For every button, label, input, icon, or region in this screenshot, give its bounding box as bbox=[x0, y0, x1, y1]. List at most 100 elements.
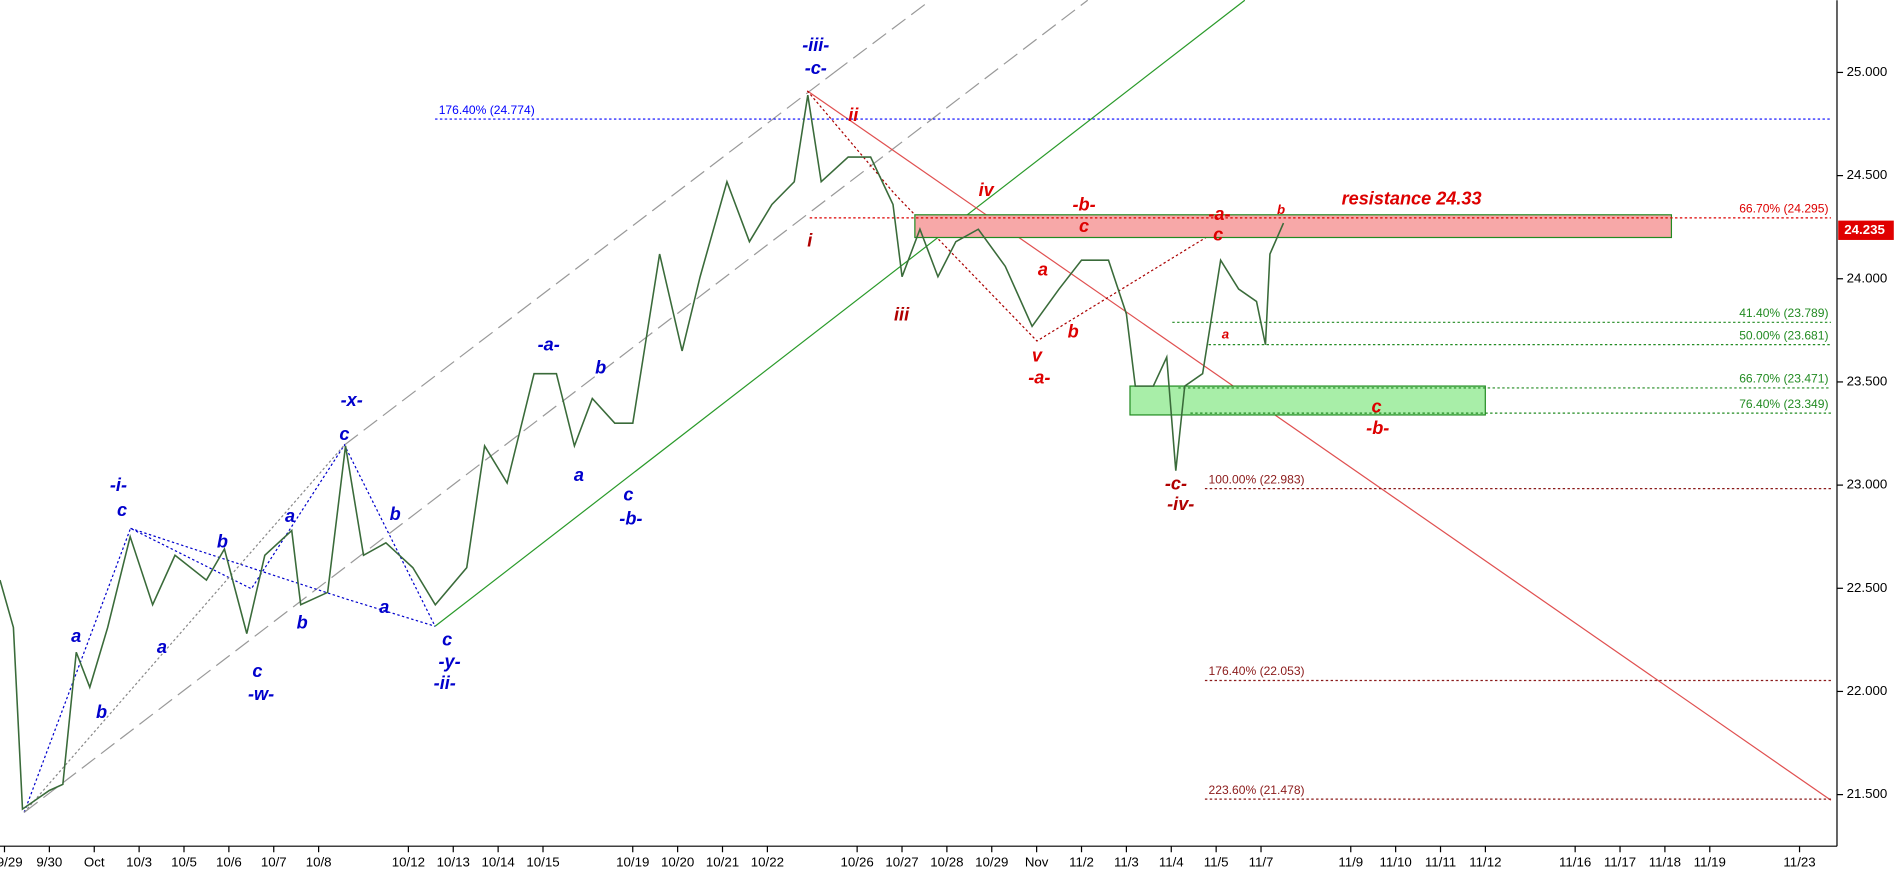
wave-label: b bbox=[390, 504, 401, 524]
wave-label: c bbox=[339, 424, 349, 444]
wave-label: -c- bbox=[805, 58, 827, 78]
y-tick-label: 25.000 bbox=[1847, 64, 1888, 79]
x-tick-label: 11/2 bbox=[1069, 855, 1094, 870]
wave-label: a bbox=[71, 626, 81, 646]
level-label: 223.60% (21.478) bbox=[1209, 783, 1305, 797]
x-tick-label: 11/19 bbox=[1694, 855, 1726, 870]
y-tick-label: 22.500 bbox=[1847, 580, 1888, 595]
x-tick-label: Nov bbox=[1025, 855, 1049, 870]
chart-title: resistance 24.33 bbox=[1342, 188, 1482, 208]
x-tick-label: 11/3 bbox=[1114, 855, 1139, 870]
level-label: 66.70% (23.471) bbox=[1739, 372, 1828, 386]
wave-label: -a- bbox=[1028, 367, 1050, 387]
x-tick-label: 9/29 bbox=[0, 855, 23, 870]
x-tick-label: 11/18 bbox=[1649, 855, 1681, 870]
wave-label: -a- bbox=[1208, 204, 1230, 224]
y-tick-label: 24.500 bbox=[1847, 167, 1888, 182]
x-tick-label: 10/14 bbox=[482, 855, 515, 870]
wave-label: c bbox=[117, 500, 127, 520]
wave-label: a bbox=[1038, 260, 1048, 280]
wave-label: -b- bbox=[619, 509, 642, 529]
x-tick-label: 10/3 bbox=[126, 855, 152, 870]
x-tick-label: 11/23 bbox=[1783, 855, 1815, 870]
y-tick-label: 22.000 bbox=[1847, 683, 1888, 698]
x-tick-label: 11/5 bbox=[1204, 855, 1229, 870]
wave-label: a bbox=[157, 637, 167, 657]
x-tick-label: 10/28 bbox=[930, 855, 963, 870]
x-tick-label: 10/29 bbox=[975, 855, 1008, 870]
wave-label: -ii- bbox=[434, 673, 456, 693]
x-tick-label: 11/17 bbox=[1604, 855, 1636, 870]
wave-label: v bbox=[1032, 346, 1043, 366]
wave-label: -i- bbox=[110, 475, 127, 495]
wave-label: a bbox=[379, 597, 389, 617]
x-tick-label: 10/13 bbox=[437, 855, 470, 870]
x-tick-label: 10/26 bbox=[841, 855, 874, 870]
zone bbox=[914, 214, 1673, 239]
wave-label: -b- bbox=[1366, 418, 1389, 438]
x-tick-label: 11/7 bbox=[1249, 855, 1274, 870]
wave-label: c bbox=[252, 661, 262, 681]
wave-label: -a- bbox=[538, 335, 560, 355]
x-tick-label: 11/9 bbox=[1338, 855, 1363, 870]
level-label: 50.00% (23.681) bbox=[1739, 328, 1828, 342]
last-price-tag bbox=[1838, 220, 1894, 240]
wave-label: -y- bbox=[439, 651, 461, 671]
x-tick-label: 10/27 bbox=[885, 855, 918, 870]
x-tick-label: 10/21 bbox=[706, 855, 739, 870]
x-tick-label: 10/8 bbox=[306, 855, 332, 870]
x-tick-label: 10/22 bbox=[751, 855, 784, 870]
level-label: 176.40% (24.774) bbox=[439, 103, 535, 117]
wave-label: a bbox=[285, 506, 295, 526]
x-tick-label: 10/20 bbox=[661, 855, 694, 870]
wave-label: iii bbox=[894, 304, 910, 324]
x-tick-label: 10/7 bbox=[261, 855, 287, 870]
x-tick-label: 10/6 bbox=[216, 855, 242, 870]
x-tick-label: 9/30 bbox=[36, 855, 62, 870]
wave-label: -b- bbox=[1073, 194, 1096, 214]
wave-label: i bbox=[807, 231, 813, 251]
wave-label: -w- bbox=[248, 684, 274, 704]
wave-label: iv bbox=[979, 180, 995, 200]
x-tick-label: 10/12 bbox=[392, 855, 425, 870]
level-label: 66.70% (24.295) bbox=[1739, 202, 1828, 216]
level-label: 41.40% (23.789) bbox=[1739, 306, 1828, 320]
price-line bbox=[0, 94, 1285, 811]
x-tick-label: 11/16 bbox=[1559, 855, 1591, 870]
wave-label: b bbox=[217, 532, 228, 552]
wave-label: b bbox=[297, 613, 308, 633]
x-tick-label: 10/5 bbox=[171, 855, 197, 870]
zone bbox=[1129, 385, 1486, 416]
x-tick-label: Oct bbox=[84, 855, 105, 870]
wave-label: b bbox=[96, 702, 107, 722]
x-tick-label: 11/10 bbox=[1380, 855, 1412, 870]
wave-label: a bbox=[574, 465, 584, 485]
y-tick-label: 24.000 bbox=[1847, 270, 1888, 285]
x-tick-label: 10/19 bbox=[616, 855, 649, 870]
wave-label: -x- bbox=[341, 390, 363, 410]
last-price-label: 24.235 bbox=[1844, 222, 1885, 237]
x-tick-label: 10/15 bbox=[526, 855, 559, 870]
x-tick-label: 11/4 bbox=[1159, 855, 1184, 870]
wave-label: a bbox=[1222, 326, 1229, 341]
y-tick-label: 21.500 bbox=[1847, 786, 1888, 801]
level-label: 100.00% (22.983) bbox=[1209, 472, 1305, 486]
wave-label: c bbox=[442, 630, 452, 650]
wave-label: c bbox=[1079, 216, 1089, 236]
wave-label: b bbox=[1277, 202, 1285, 217]
wave-label: b bbox=[1068, 321, 1079, 341]
x-tick-label: 11/11 bbox=[1425, 855, 1456, 870]
x-tick-label: 11/12 bbox=[1469, 855, 1501, 870]
y-tick-label: 23.000 bbox=[1847, 477, 1888, 492]
wave-label: c bbox=[623, 484, 633, 504]
wave-label: c bbox=[1371, 396, 1381, 416]
wave-label: -c- bbox=[1165, 474, 1187, 494]
wave-label: b bbox=[595, 358, 606, 378]
wave-label: -iii- bbox=[802, 35, 829, 55]
trend-lines bbox=[23, 0, 1832, 813]
level-label: 76.40% (23.349) bbox=[1739, 397, 1828, 411]
wave-label: -iv- bbox=[1167, 494, 1194, 514]
wave-label: ii bbox=[848, 105, 859, 125]
